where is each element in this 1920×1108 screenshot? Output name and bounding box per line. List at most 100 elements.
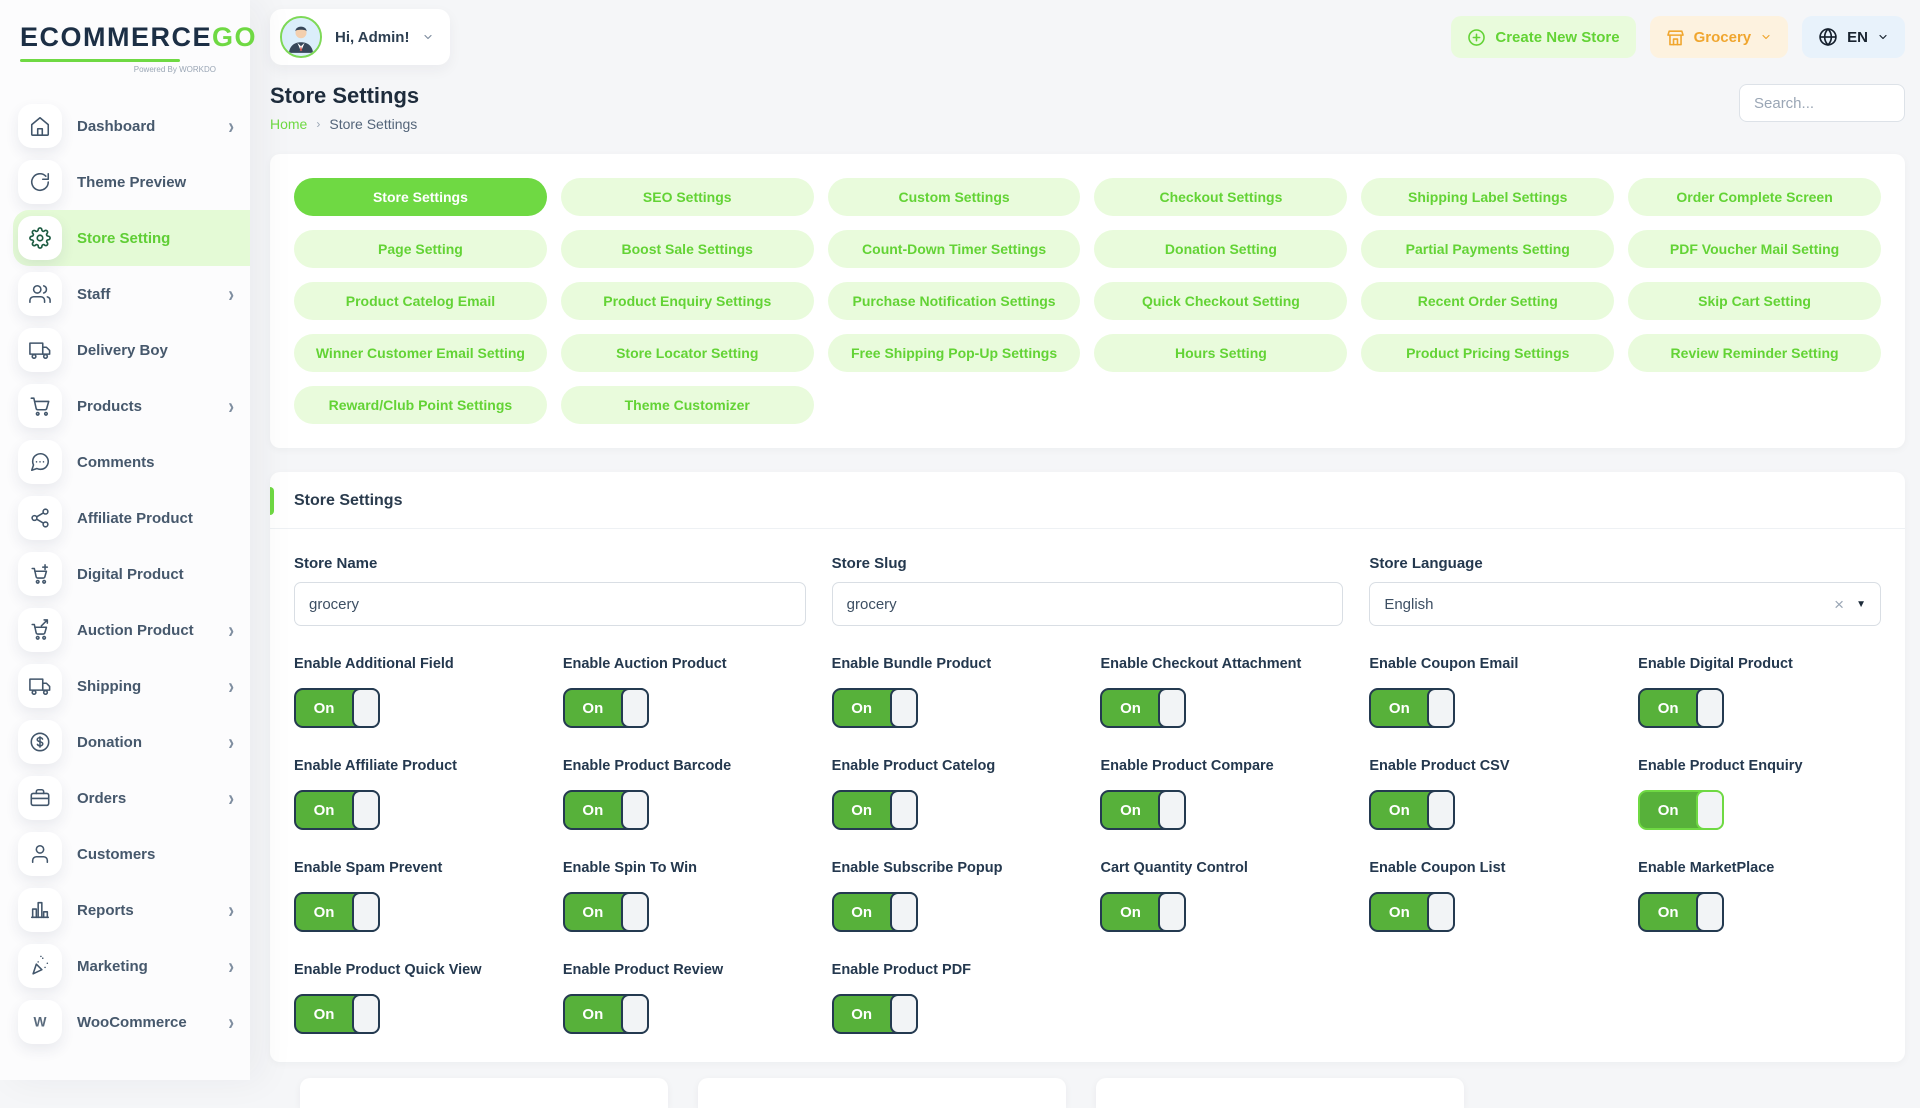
toggle-knob (889, 994, 918, 1035)
sidebar-item-products[interactable]: Products › (0, 378, 250, 434)
chevron-down-icon (1760, 31, 1772, 43)
toggle-state-label: On (313, 699, 335, 717)
tab-quick-checkout-setting[interactable]: Quick Checkout Setting (1094, 282, 1348, 321)
toggle-state-label: On (1120, 801, 1141, 819)
tab-skip-cart-setting[interactable]: Skip Cart Setting (1628, 282, 1881, 321)
tab-theme-customizer[interactable]: Theme Customizer (560, 386, 814, 425)
tab-product-catelog-email[interactable]: Product Catelog Email (294, 282, 547, 321)
toggle-knob (620, 790, 649, 831)
sidebar-item-customers[interactable]: Customers (0, 826, 250, 882)
toggle-knob (889, 892, 918, 933)
chart-icon (29, 899, 51, 921)
logo[interactable]: ECOMMERCEGO Powered By WORKDO (0, 0, 256, 74)
toggle-enable-subscribe-popup[interactable]: On (831, 892, 918, 933)
chevron-right-icon: › (228, 785, 234, 811)
toggle-enable-product-barcode[interactable]: On (562, 790, 649, 831)
toggle-enable-additional-field[interactable]: On (294, 688, 380, 729)
toggle-enable-marketplace[interactable]: On (1638, 892, 1725, 933)
store-switcher-label: Grocery (1693, 28, 1752, 46)
sidebar-item-affiliate-product[interactable]: Affiliate Product (0, 490, 250, 546)
sidebar-item-marketing[interactable]: Marketing › (0, 938, 250, 994)
create-new-store-button[interactable]: Create New Store (1451, 16, 1636, 58)
user-menu[interactable]: Hi, Admin! (270, 9, 451, 65)
sidebar-item-dashboard[interactable]: Dashboard › (0, 98, 250, 154)
tab-winner-customer-email-setting[interactable]: Winner Customer Email Setting (294, 334, 547, 373)
toggle-enable-product-pdf[interactable]: On (831, 994, 918, 1035)
sidebar-item-staff[interactable]: Staff › (0, 266, 250, 322)
toggle-enable-product-csv[interactable]: On (1369, 790, 1456, 831)
sidebar-item-label: Digital Product (77, 565, 184, 583)
main-area: Hi, Admin! Create New Store Grocery (250, 0, 1920, 1108)
sidebar-item-woocommerce[interactable]: W WooCommerce › (0, 994, 250, 1050)
tab-shipping-label-settings[interactable]: Shipping Label Settings (1361, 178, 1615, 217)
sidebar-item-store-setting[interactable]: Store Setting (13, 210, 250, 266)
breadcrumb-home-link[interactable]: Home (270, 116, 308, 133)
store-name-input[interactable] (294, 582, 806, 627)
tab-donation-setting[interactable]: Donation Setting (1094, 230, 1348, 269)
create-new-store-label: Create New Store (1495, 28, 1620, 46)
toggle-enable-spin-to-win[interactable]: On (562, 892, 649, 933)
toggle-enable-auction-product[interactable]: On (562, 688, 649, 729)
tab-hours-setting[interactable]: Hours Setting (1094, 334, 1348, 373)
tab-product-pricing-settings[interactable]: Product Pricing Settings (1361, 334, 1615, 373)
tab-purchase-notification-settings[interactable]: Purchase Notification Settings (827, 282, 1081, 321)
toggle-enable-affiliate-product[interactable]: On (294, 790, 380, 831)
toggle-enable-product-enquiry[interactable]: On (1638, 790, 1725, 831)
toggle-enable-checkout-attachment[interactable]: On (1100, 688, 1187, 729)
toggle-state-label: On (313, 801, 335, 819)
search-input[interactable] (1739, 84, 1905, 122)
toggle-knob (620, 994, 649, 1035)
toggle-knob (352, 790, 380, 831)
tab-custom-settings[interactable]: Custom Settings (827, 178, 1081, 217)
tab-reward-club-point-settings[interactable]: Reward/Club Point Settings (294, 386, 547, 425)
cart-arrow-icon (29, 619, 51, 641)
sidebar-item-donation[interactable]: Donation › (0, 714, 250, 770)
truck-icon (29, 675, 51, 697)
sidebar-icon-box (18, 216, 62, 260)
tab-checkout-settings[interactable]: Checkout Settings (1094, 178, 1348, 217)
tab-product-enquiry-settings[interactable]: Product Enquiry Settings (560, 282, 814, 321)
tab-page-setting[interactable]: Page Setting (294, 230, 547, 269)
toggle-enable-product-quick-view[interactable]: On (294, 994, 380, 1035)
toggle-enable-coupon-email[interactable]: On (1369, 688, 1456, 729)
store-switcher-button[interactable]: Grocery (1649, 16, 1789, 58)
sidebar-item-shipping[interactable]: Shipping › (0, 658, 250, 714)
toggle-enable-product-compare[interactable]: On (1100, 790, 1187, 831)
tab-recent-order-setting[interactable]: Recent Order Setting (1361, 282, 1615, 321)
toggle-label: Enable Product CSV (1369, 758, 1510, 775)
tab-store-settings[interactable]: Store Settings (294, 178, 547, 217)
sidebar-item-delivery-boy[interactable]: Delivery Boy (0, 322, 250, 378)
toggle-enable-digital-product[interactable]: On (1638, 688, 1725, 729)
tab-seo-settings[interactable]: SEO Settings (560, 178, 814, 217)
language-selector[interactable]: EN (1802, 16, 1905, 58)
sidebar-item-theme-preview[interactable]: Theme Preview (0, 154, 250, 210)
toggle-enable-coupon-list[interactable]: On (1369, 892, 1456, 933)
toggle-label: Enable Auction Product (562, 656, 727, 673)
toggle-enable-spam-prevent[interactable]: On (294, 892, 380, 933)
toggle-label: Enable Product PDF (831, 962, 972, 979)
store-slug-input[interactable] (831, 582, 1344, 627)
clear-icon[interactable]: × (1834, 594, 1845, 614)
toggle-knob (1427, 790, 1456, 831)
toggle-enable-product-review[interactable]: On (562, 994, 649, 1035)
toggle-cart-quantity-control[interactable]: On (1100, 892, 1187, 933)
logo-underline (20, 59, 180, 62)
network-icon (29, 507, 51, 529)
tab-pdf-voucher-mail-setting[interactable]: PDF Voucher Mail Setting (1628, 230, 1881, 269)
tab-order-complete-screen[interactable]: Order Complete Screen (1628, 178, 1881, 217)
tab-review-reminder-setting[interactable]: Review Reminder Setting (1628, 334, 1881, 373)
toggle-state-label: On (582, 903, 604, 921)
sidebar-item-orders[interactable]: Orders › (0, 770, 250, 826)
tab-count-down-timer-settings[interactable]: Count-Down Timer Settings (827, 230, 1081, 269)
sidebar-item-digital-product[interactable]: Digital Product (0, 546, 250, 602)
tab-store-locator-setting[interactable]: Store Locator Setting (560, 334, 814, 373)
toggle-enable-bundle-product[interactable]: On (831, 688, 918, 729)
sidebar-item-reports[interactable]: Reports › (0, 882, 250, 938)
tab-boost-sale-settings[interactable]: Boost Sale Settings (560, 230, 814, 269)
toggle-enable-product-catelog[interactable]: On (831, 790, 918, 831)
sidebar-item-comments[interactable]: Comments (0, 434, 250, 490)
sidebar-item-auction-product[interactable]: Auction Product › (0, 602, 250, 658)
store-language-select[interactable]: English × ▼ (1369, 582, 1881, 627)
tab-partial-payments-setting[interactable]: Partial Payments Setting (1361, 230, 1615, 269)
tab-free-shipping-pop-up-settings[interactable]: Free Shipping Pop-Up Settings (827, 334, 1081, 373)
